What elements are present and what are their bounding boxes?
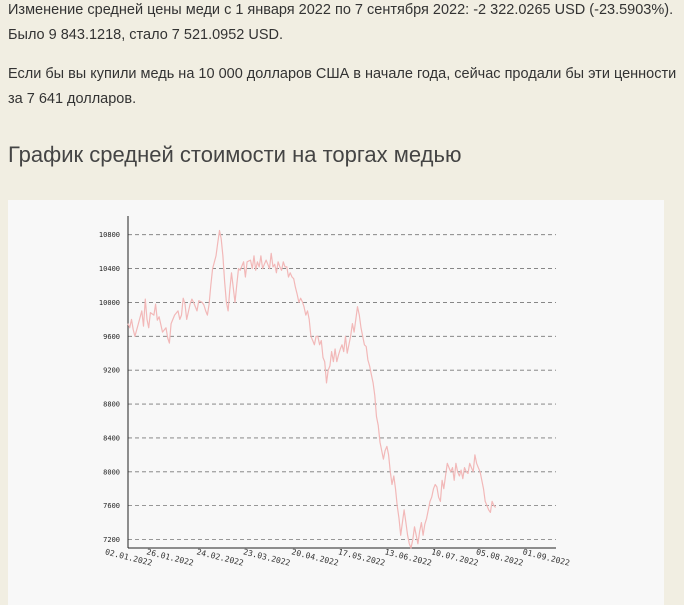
x-tick-label: 05.08.2022 (475, 547, 524, 567)
x-tick-label: 23.03.2022 (242, 547, 291, 567)
x-tick: 17.05.2022 (337, 547, 386, 567)
chart-panel: 7200 7600 8000 8400 8800 9200 9600 10000 10400 10… (8, 200, 664, 605)
x-tick: 10.07.2022 (430, 547, 479, 567)
y-tick-label: 9600 (103, 333, 120, 341)
x-tick: 01.09.2022 (522, 547, 571, 567)
x-tick-label: 01.09.2022 (522, 547, 571, 567)
y-tick-label: 7200 (103, 536, 120, 544)
y-tick-label: 8000 (103, 468, 120, 476)
y-axis-ticks: 7200 7600 8000 8400 8800 9200 9600 10000 10400 10… (99, 231, 120, 544)
x-tick-label: 10.07.2022 (430, 547, 479, 567)
x-tick-label: 13.06.2022 (384, 547, 433, 567)
y-tick-label: 7600 (103, 502, 120, 510)
x-tick: 05.08.2022 (475, 547, 524, 567)
grid-lines (128, 234, 556, 540)
x-tick: 23.03.2022 (242, 547, 291, 567)
y-tick-label: 8800 (103, 401, 120, 409)
x-tick-label: 24.02.2022 (196, 547, 245, 567)
copper-price-chart: 7200 7600 8000 8400 8800 9200 9600 10000 10400 10… (99, 216, 571, 568)
x-tick-label: 26.01.2022 (146, 547, 195, 567)
x-tick-label: 20.04.2022 (291, 547, 340, 567)
series-line (127, 229, 497, 549)
y-tick-label: 9200 (103, 367, 120, 375)
x-tick-label: 17.05.2022 (337, 547, 386, 567)
x-tick: 02.01.2022 (104, 547, 153, 567)
y-tick-label: 10400 (99, 265, 120, 273)
y-tick-label: 10800 (99, 231, 120, 239)
x-tick: 20.04.2022 (291, 547, 340, 567)
chart-heading: График средней стоимости на торгах медью (8, 142, 462, 167)
y-tick-label: 10000 (99, 299, 120, 307)
x-tick-label: 02.01.2022 (104, 547, 153, 567)
x-tick: 13.06.2022 (384, 547, 433, 567)
x-tick: 26.01.2022 (146, 547, 195, 567)
y-tick-label: 8400 (103, 434, 120, 442)
price-change-summary: Изменение средней цены меди с 1 января 2… (8, 2, 674, 43)
x-tick: 24.02.2022 (196, 547, 245, 567)
investment-summary: Если бы вы купили медь на 10 000 долларо… (8, 66, 677, 107)
series-layer (127, 229, 497, 549)
